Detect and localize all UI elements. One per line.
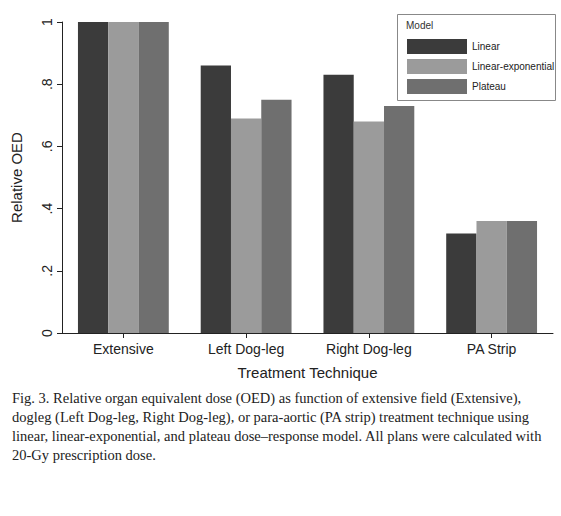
svg-text:1: 1 bbox=[39, 18, 55, 26]
svg-text:0: 0 bbox=[39, 329, 55, 337]
svg-text:Extensive: Extensive bbox=[93, 341, 154, 357]
html-text:Fig. 3. Relative organ equival: Fig. 3. Relative organ equivalent dose (… bbox=[12, 390, 542, 463]
svg-text:Model: Model bbox=[406, 20, 433, 31]
svg-text:Plateau: Plateau bbox=[472, 81, 506, 92]
svg-text:Relative OED: Relative OED bbox=[8, 132, 25, 223]
svg-text:Right Dog-leg: Right Dog-leg bbox=[326, 341, 412, 357]
svg-text:.2: .2 bbox=[39, 265, 55, 277]
svg-text:Left Dog-leg: Left Dog-leg bbox=[208, 341, 284, 357]
svg-text:Treatment Technique: Treatment Technique bbox=[237, 364, 377, 381]
svg-text:Linear-exponential: Linear-exponential bbox=[472, 61, 554, 72]
svg-text:.4: .4 bbox=[39, 203, 55, 215]
svg-text:.6: .6 bbox=[39, 140, 55, 152]
svg-text:.8: .8 bbox=[39, 78, 55, 90]
svg-text:Linear: Linear bbox=[472, 41, 500, 52]
svg-text:PA Strip: PA Strip bbox=[467, 341, 517, 357]
